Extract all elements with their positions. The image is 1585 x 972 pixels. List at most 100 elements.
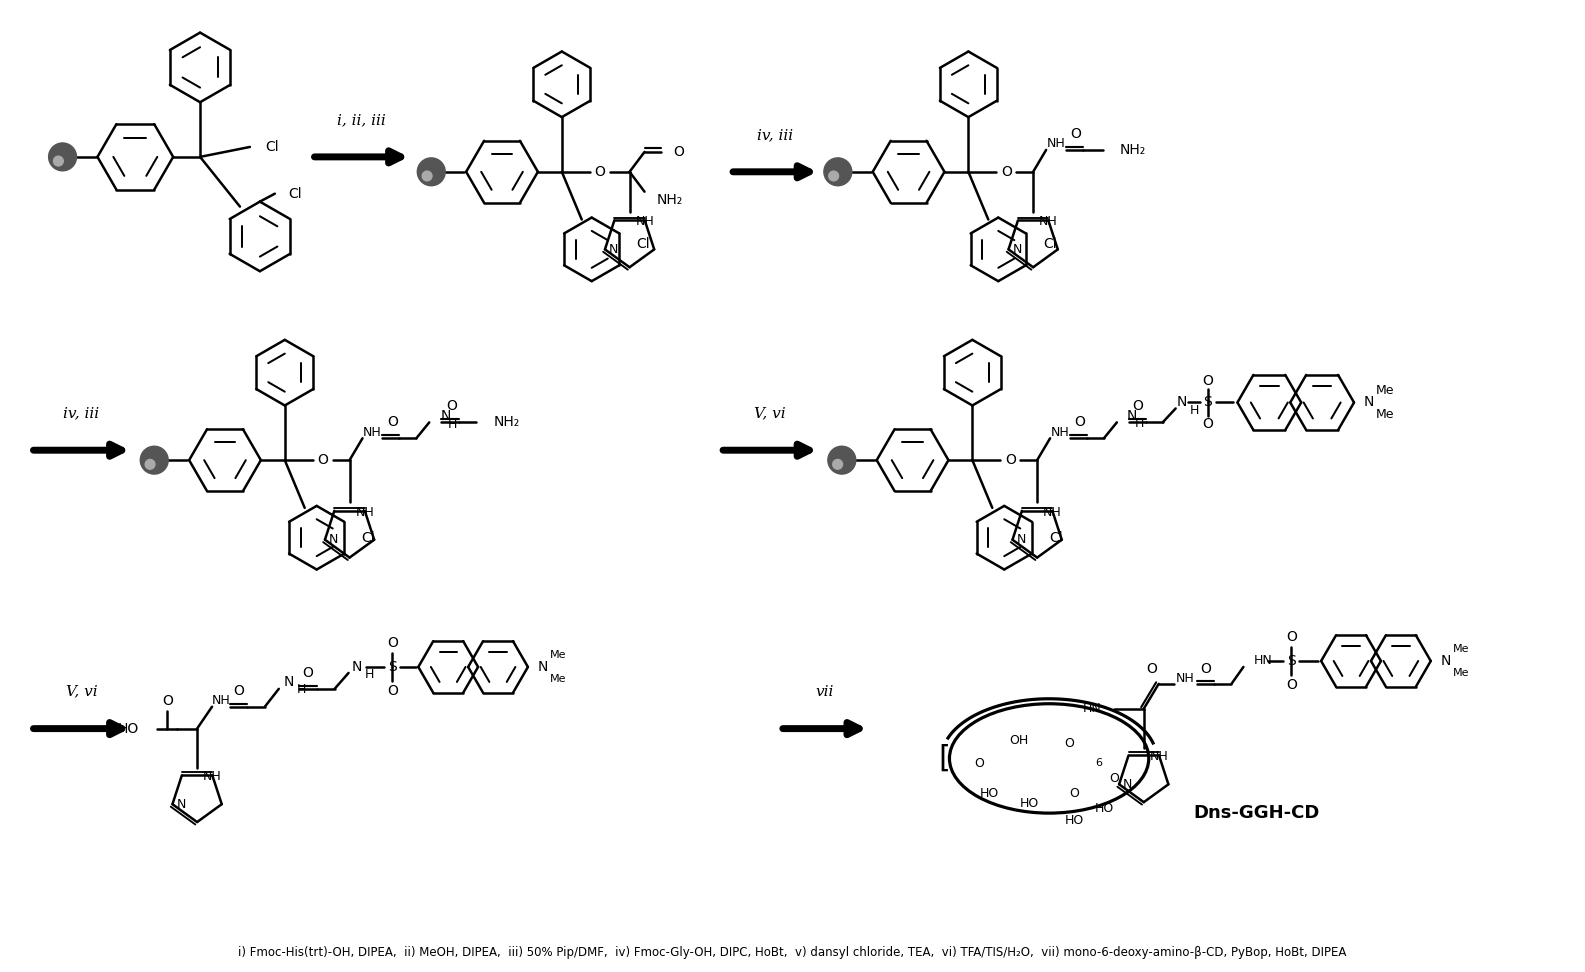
Text: Me: Me [550,650,566,660]
Text: NH₂: NH₂ [1121,143,1146,156]
Text: NH: NH [1040,216,1057,228]
Text: iv, iii: iv, iii [758,128,792,142]
Text: N: N [330,534,338,546]
Circle shape [141,446,168,474]
Text: HO: HO [1065,814,1084,826]
Text: S: S [388,660,396,674]
Text: N: N [1365,396,1374,409]
Text: HN: HN [1254,654,1273,668]
Text: N: N [537,660,548,674]
Text: H: H [449,418,458,431]
Text: O: O [1110,772,1119,784]
Text: O: O [233,684,244,698]
Text: HO: HO [1019,797,1038,810]
Text: V, vi: V, vi [65,685,97,699]
Text: NH: NH [1043,505,1062,519]
Text: Cl: Cl [637,237,650,252]
Text: O: O [1146,662,1157,676]
Text: N: N [176,798,185,811]
Text: O: O [1132,399,1143,413]
Text: N: N [1127,409,1136,424]
Text: iv, iii: iv, iii [63,406,100,420]
Text: Me: Me [1376,408,1395,421]
Text: NH: NH [1149,750,1168,763]
Text: i, ii, iii: i, ii, iii [338,113,385,127]
Text: N: N [284,675,293,689]
Text: NH: NH [212,694,230,708]
Text: N: N [1013,243,1022,256]
Text: O: O [1070,127,1081,141]
Text: H: H [1190,404,1198,417]
Text: O: O [1005,453,1016,468]
Text: O: O [1064,737,1075,750]
Circle shape [54,156,63,166]
Text: O: O [445,399,456,413]
Text: O: O [1201,373,1213,388]
Text: Me: Me [1453,644,1469,654]
Circle shape [49,143,76,171]
Text: O: O [317,453,328,468]
Text: NH: NH [636,216,655,228]
Text: O: O [975,757,984,770]
Text: O: O [162,694,173,708]
Circle shape [829,171,838,181]
Text: Me: Me [1376,384,1395,397]
Text: O: O [1000,165,1011,179]
Text: vii: vii [816,685,834,699]
Text: NH: NH [363,426,382,438]
Text: O: O [387,636,398,650]
Circle shape [824,157,851,186]
Text: N: N [352,660,361,674]
Text: HO: HO [980,786,999,800]
Text: Me: Me [1453,668,1469,677]
Text: HO: HO [1094,802,1114,815]
Circle shape [146,460,155,469]
Text: Cl: Cl [1043,237,1057,252]
Text: O: O [1285,630,1297,644]
Text: N: N [1016,534,1025,546]
Text: NH₂: NH₂ [656,192,683,207]
Text: NH₂: NH₂ [495,415,520,430]
Text: O: O [1200,662,1211,676]
Text: O: O [387,684,398,698]
Circle shape [422,171,433,181]
Text: N: N [1441,654,1452,668]
Text: HN: HN [1083,702,1102,715]
Text: O: O [1068,786,1079,800]
Text: O: O [594,165,605,179]
Text: Cl: Cl [265,140,279,154]
Text: H: H [296,683,306,696]
Circle shape [832,460,843,469]
Text: NH: NH [355,505,374,519]
Text: O: O [1075,415,1086,430]
Text: O: O [1285,677,1297,692]
Text: O: O [303,666,314,680]
Text: V, vi: V, vi [754,406,786,420]
Text: Me: Me [550,674,566,684]
Text: NH: NH [1176,673,1195,685]
Text: O: O [1201,417,1213,432]
Text: HO: HO [117,721,139,736]
Text: O: O [387,415,398,430]
Text: i) Fmoc-His(trt)-OH, DIPEA,  ii) MeOH, DIPEA,  iii) 50% Pip/DMF,  iv) Fmoc-Gly-O: i) Fmoc-His(trt)-OH, DIPEA, ii) MeOH, DI… [238,947,1347,959]
Text: OH: OH [1010,734,1029,747]
Text: NH: NH [203,770,222,783]
Text: S: S [1287,654,1295,668]
Text: N: N [441,409,450,424]
Text: NH: NH [1046,137,1065,151]
Text: 6: 6 [1095,758,1103,769]
Text: N: N [609,243,618,256]
Text: NH: NH [1051,426,1070,438]
Text: N: N [1124,778,1133,791]
Text: H: H [1135,417,1144,430]
Text: Dns-GGH-CD: Dns-GGH-CD [1194,804,1320,822]
Text: O: O [674,145,685,158]
Text: Cl: Cl [1049,531,1062,544]
Circle shape [417,157,445,186]
Text: Cl: Cl [288,187,301,200]
Text: S: S [1203,396,1213,409]
Text: [: [ [938,744,951,773]
Text: Cl: Cl [361,531,376,544]
Text: N: N [1176,396,1187,409]
Circle shape [827,446,856,474]
